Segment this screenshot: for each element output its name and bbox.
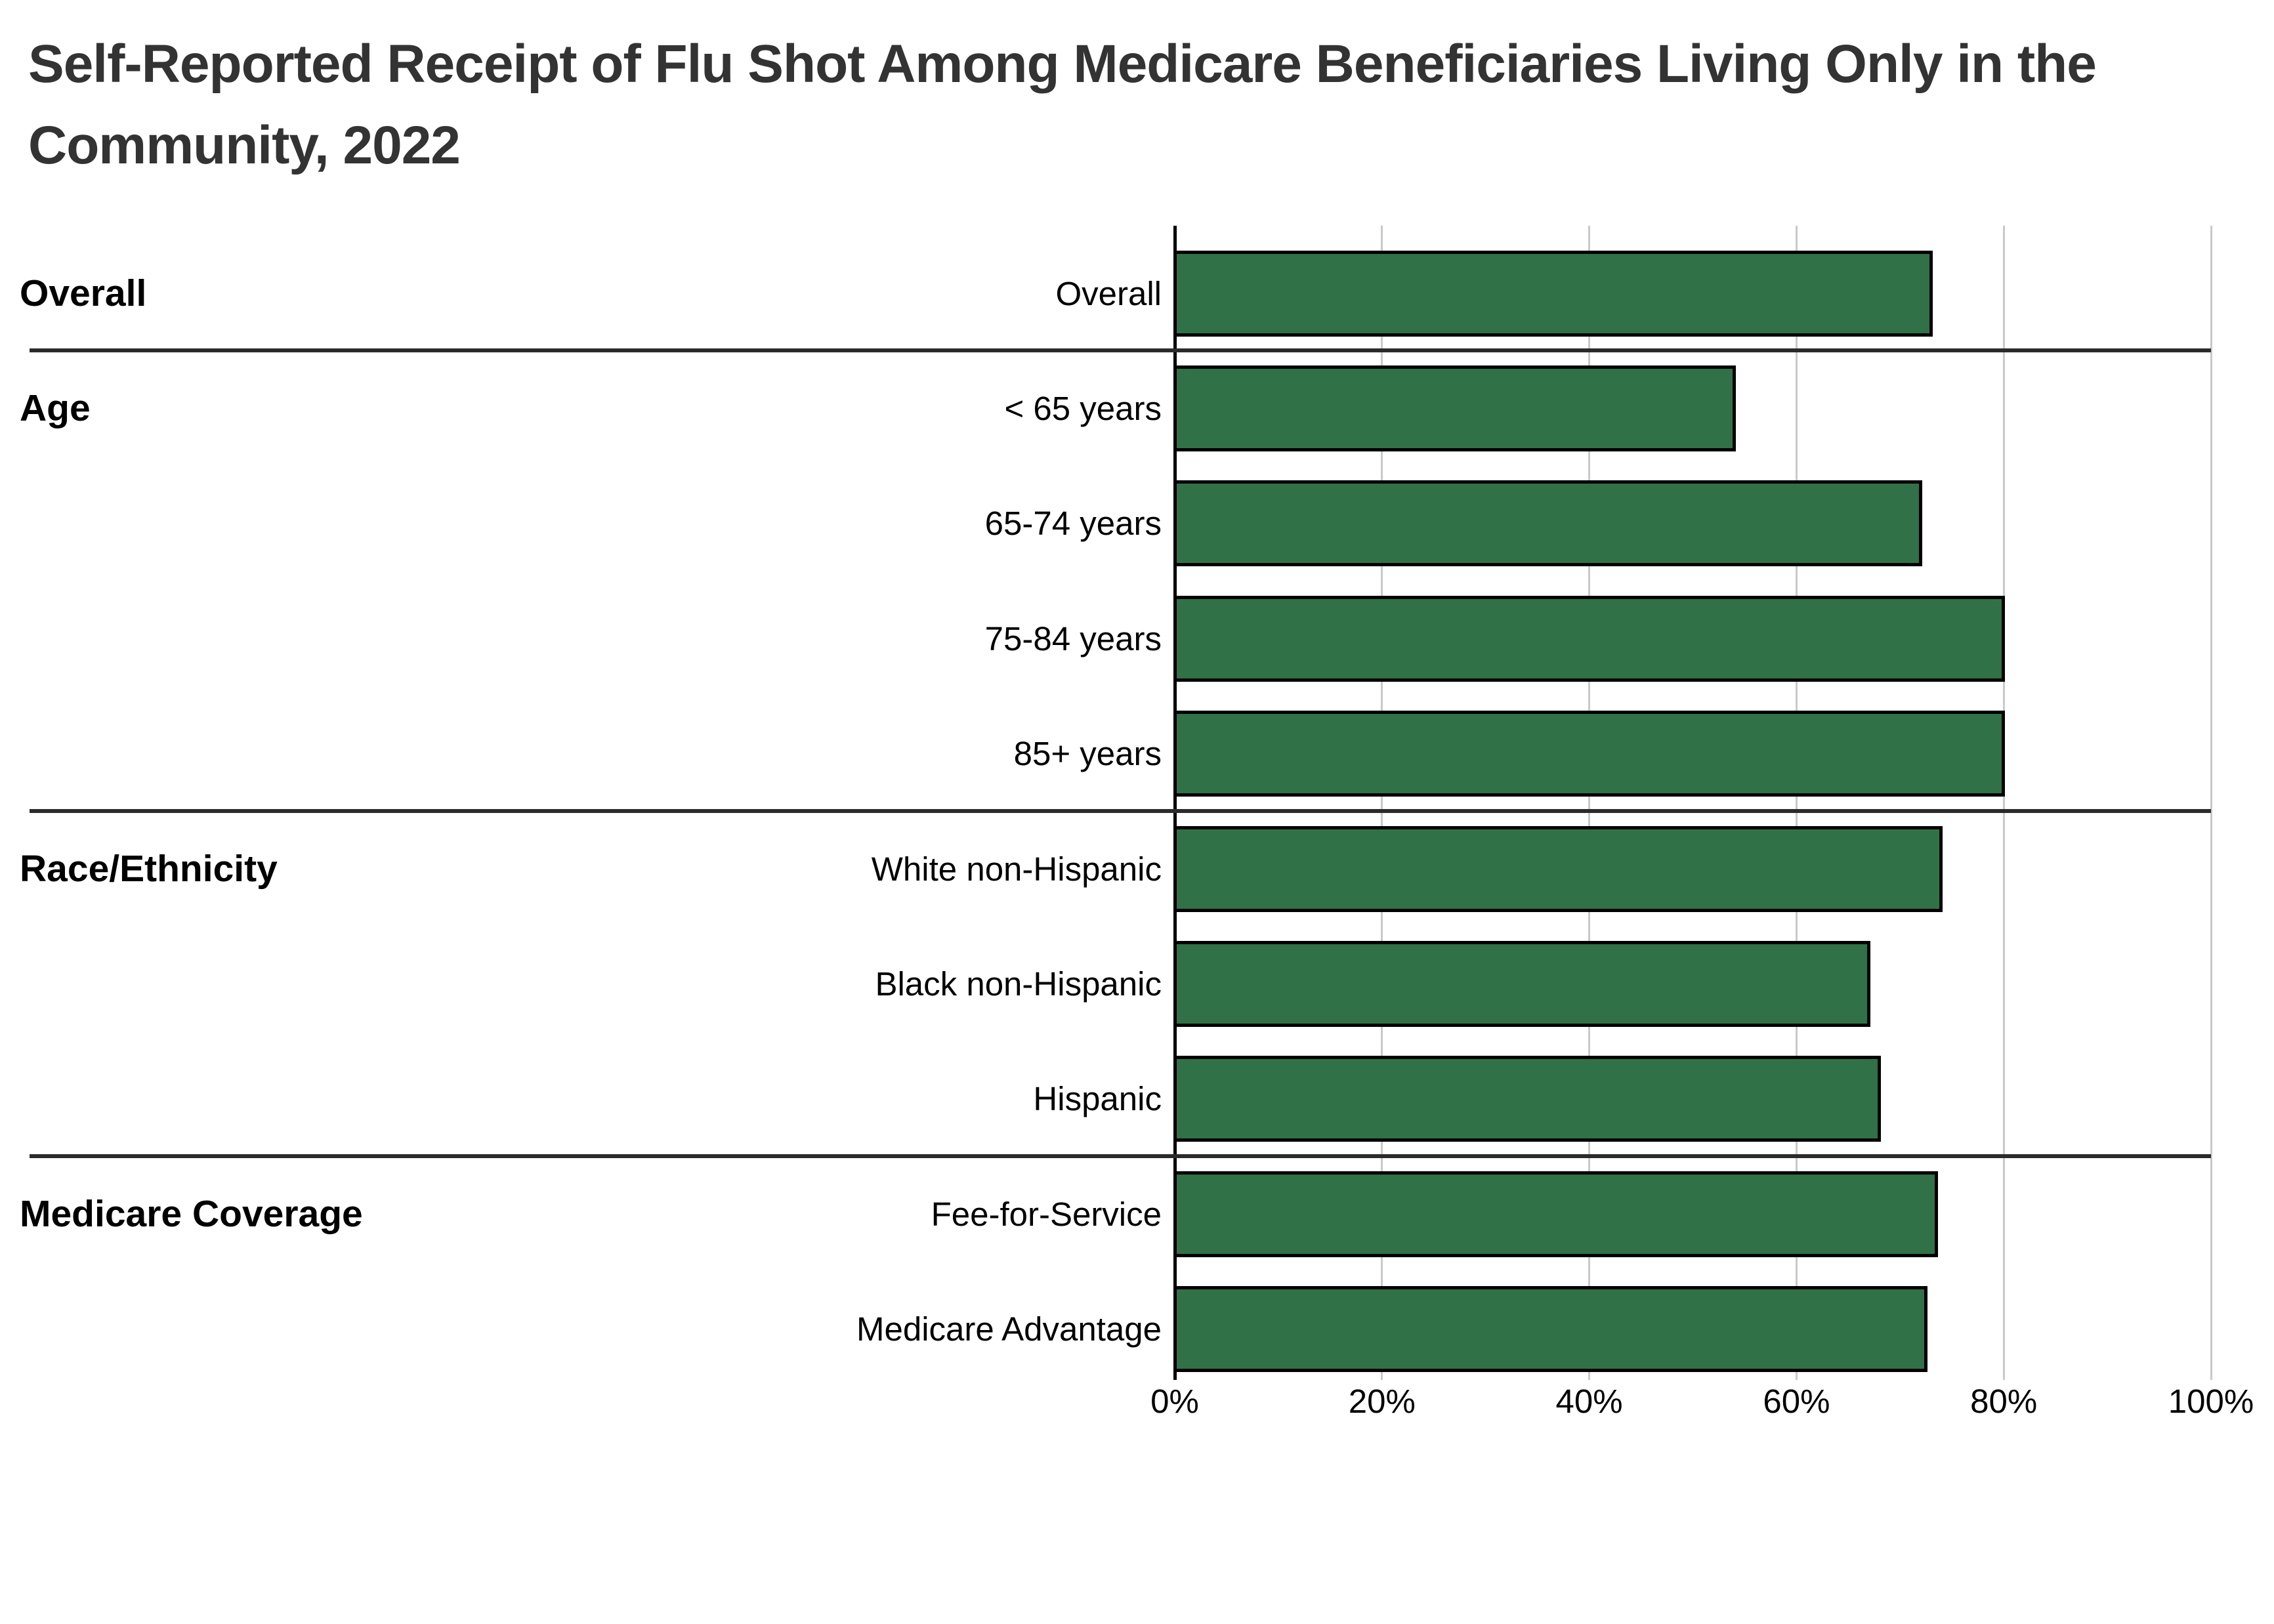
x-tick-label-80: 80% <box>1970 1383 2038 1420</box>
group-separator-2 <box>30 1154 2211 1158</box>
x-tick-label-20: 20% <box>1348 1383 1416 1420</box>
bar-65-years <box>1173 365 1736 451</box>
category-label-white-non-hispanic: White non-Hispanic <box>871 850 1162 888</box>
x-tick-label-100: 100% <box>2168 1383 2254 1420</box>
chart-title-line-1: Self-Reported Receipt of Flu Shot Among … <box>28 34 2097 94</box>
category-label-65-years: < 65 years <box>1004 389 1162 427</box>
category-label-overall: Overall <box>1055 274 1162 312</box>
bar-65-74-years <box>1173 480 1922 567</box>
bar-medicare-advantage <box>1173 1286 1927 1373</box>
x-gridline-40 <box>1588 226 1591 1380</box>
bar-85-years <box>1173 711 2006 797</box>
bar-hispanic <box>1173 1056 1881 1142</box>
category-label-75-84-years: 75-84 years <box>984 619 1162 657</box>
group-separator-0 <box>30 348 2211 352</box>
category-label-hispanic: Hispanic <box>1033 1080 1162 1118</box>
x-gridline-60 <box>1795 226 1798 1380</box>
chart-title-line-2: Community, 2022 <box>28 115 461 175</box>
group-label-medicare-coverage: Medicare Coverage <box>20 1192 363 1235</box>
group-label-race-ethnicity: Race/Ethnicity <box>20 847 278 890</box>
x-tick-label-60: 60% <box>1763 1383 1830 1420</box>
group-label-overall: Overall <box>20 272 147 314</box>
category-label-85-years: 85+ years <box>1013 735 1162 773</box>
chart-title: Self-Reported Receipt of Flu Shot Among … <box>28 24 2233 186</box>
group-separator-1 <box>30 808 2211 813</box>
y-axis-line <box>1173 226 1177 1380</box>
x-gridline-100 <box>2210 226 2212 1380</box>
category-label-65-74-years: 65-74 years <box>984 505 1162 543</box>
bar-black-non-hispanic <box>1173 940 1870 1027</box>
bar-overall <box>1173 250 1933 337</box>
category-label-fee-for-service: Fee-for-Service <box>931 1195 1162 1233</box>
x-tick-label-0: 0% <box>1150 1383 1199 1420</box>
x-tick-label-40: 40% <box>1555 1383 1623 1420</box>
x-gridline-80 <box>2002 226 2005 1380</box>
bar-75-84-years <box>1173 595 2006 682</box>
bar-fee-for-service <box>1173 1171 1938 1257</box>
x-gridline-20 <box>1381 226 1383 1380</box>
category-label-black-non-hispanic: Black non-Hispanic <box>875 965 1162 1003</box>
category-label-medicare-advantage: Medicare Advantage <box>856 1310 1162 1348</box>
bar-white-non-hispanic <box>1173 825 1943 912</box>
group-label-age: Age <box>20 386 91 429</box>
